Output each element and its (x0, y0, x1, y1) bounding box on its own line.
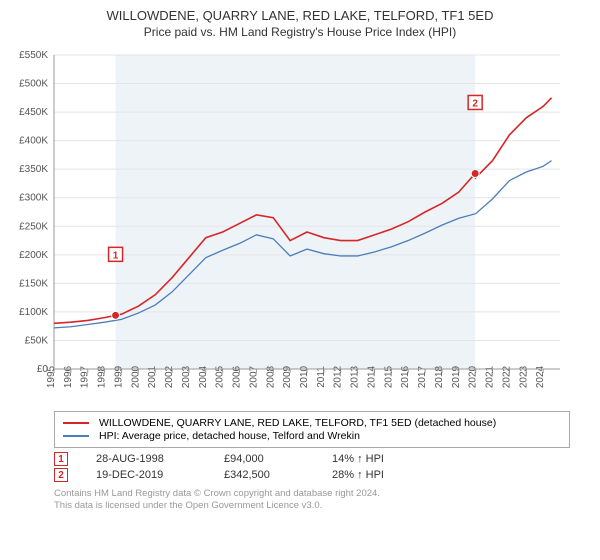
legend-item: WILLOWDENE, QUARRY LANE, RED LAKE, TELFO… (63, 417, 561, 429)
svg-text:£250K: £250K (19, 221, 48, 232)
svg-text:£500K: £500K (19, 79, 48, 90)
transaction-date: 19-DEC-2019 (96, 469, 196, 481)
svg-text:£550K: £550K (19, 50, 48, 61)
chart-plot-area: £0£50K£100K£150K£200K£250K£300K£350K£400… (10, 45, 590, 405)
transaction-badge: 1 (54, 452, 68, 466)
svg-text:£50K: £50K (25, 335, 49, 346)
chart-title: WILLOWDENE, QUARRY LANE, RED LAKE, TELFO… (10, 8, 590, 23)
chart-container: WILLOWDENE, QUARRY LANE, RED LAKE, TELFO… (0, 0, 600, 560)
svg-text:2: 2 (472, 98, 478, 109)
svg-text:£300K: £300K (19, 193, 48, 204)
legend-label: WILLOWDENE, QUARRY LANE, RED LAKE, TELFO… (99, 417, 496, 429)
transaction-row: 1 28-AUG-1998 £94,000 14% ↑ HPI (54, 452, 570, 466)
transaction-badge: 2 (54, 468, 68, 482)
legend-swatch (63, 435, 89, 437)
svg-text:£400K: £400K (19, 136, 48, 147)
transaction-row: 2 19-DEC-2019 £342,500 28% ↑ HPI (54, 468, 570, 482)
svg-text:£150K: £150K (19, 278, 48, 289)
footer-line-1: Contains HM Land Registry data © Crown c… (54, 488, 570, 500)
transaction-price: £342,500 (224, 469, 304, 481)
transaction-delta: 28% ↑ HPI (332, 469, 384, 481)
line-chart-svg: £0£50K£100K£150K£200K£250K£300K£350K£400… (10, 45, 570, 405)
legend-swatch (63, 422, 89, 424)
transaction-date: 28-AUG-1998 (96, 453, 196, 465)
transaction-table: 1 28-AUG-1998 £94,000 14% ↑ HPI 2 19-DEC-2019… (54, 452, 570, 482)
legend-label: HPI: Average price, detached house, Telf… (99, 430, 360, 442)
footer-attribution: Contains HM Land Registry data © Crown c… (54, 488, 570, 513)
svg-text:£100K: £100K (19, 307, 48, 318)
svg-text:1: 1 (113, 250, 119, 261)
transaction-delta: 14% ↑ HPI (332, 453, 384, 465)
footer-line-2: This data is licensed under the Open Gov… (54, 500, 570, 512)
transaction-price: £94,000 (224, 453, 304, 465)
svg-text:£350K: £350K (19, 164, 48, 175)
svg-text:£200K: £200K (19, 250, 48, 261)
legend: WILLOWDENE, QUARRY LANE, RED LAKE, TELFO… (54, 411, 570, 448)
legend-item: HPI: Average price, detached house, Telf… (63, 430, 561, 442)
chart-subtitle: Price paid vs. HM Land Registry's House … (10, 25, 590, 39)
svg-text:£450K: £450K (19, 107, 48, 118)
